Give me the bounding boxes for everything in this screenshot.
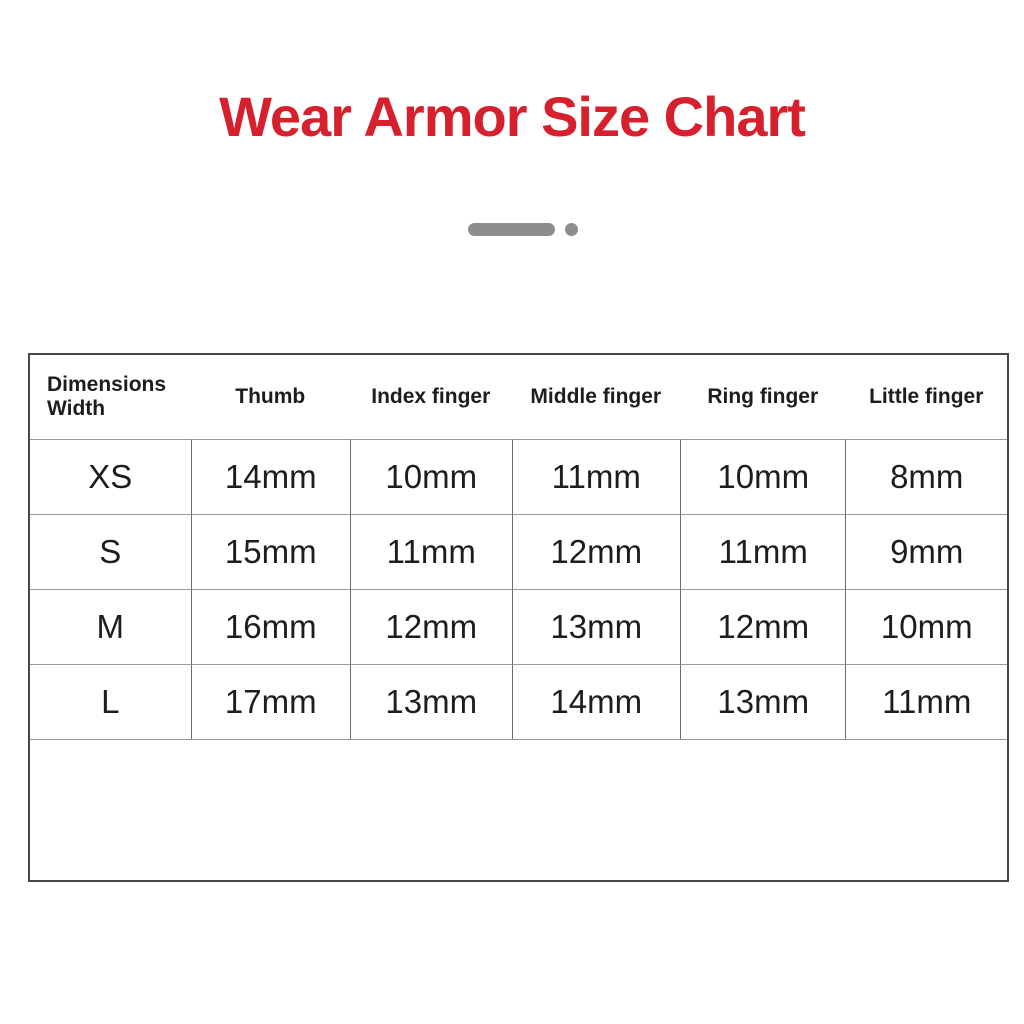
table-empty-footer	[30, 739, 1007, 880]
cell-xs-thumb: 14mm	[190, 439, 351, 514]
header-middle-finger: Middle finger	[530, 384, 662, 408]
cell-s-ring: 11mm	[680, 514, 846, 589]
cell-l-index: 13mm	[350, 664, 512, 739]
header-dimensions-width: Dimensions Width	[30, 355, 191, 439]
cell-m-thumb: 16mm	[190, 589, 351, 664]
cell-s-little: 9mm	[845, 514, 1007, 589]
header-thumb: Thumb	[235, 384, 306, 408]
header-ring-finger: Ring finger	[707, 384, 819, 408]
size-label-xs: XS	[30, 439, 191, 514]
cell-l-little: 11mm	[845, 664, 1007, 739]
cell-xs-index: 10mm	[350, 439, 512, 514]
cell-m-little: 10mm	[845, 589, 1007, 664]
cell-xs-ring: 10mm	[680, 439, 846, 514]
size-chart-table: Dimensions Width Thumb Index finger Midd…	[28, 353, 1009, 882]
cell-m-index: 12mm	[350, 589, 512, 664]
cell-s-index: 11mm	[350, 514, 512, 589]
cell-xs-middle: 11mm	[511, 439, 680, 514]
cell-m-middle: 13mm	[511, 589, 680, 664]
title-divider	[468, 223, 578, 236]
page-title: Wear Armor Size Chart	[219, 85, 806, 148]
cell-s-middle: 12mm	[511, 514, 680, 589]
cell-s-thumb: 15mm	[190, 514, 351, 589]
header-index-finger: Index finger	[371, 384, 491, 408]
size-label-s: S	[30, 514, 191, 589]
cell-l-middle: 14mm	[511, 664, 680, 739]
divider-pill	[468, 223, 555, 236]
divider-dot-icon	[565, 223, 578, 236]
cell-xs-little: 8mm	[845, 439, 1007, 514]
size-label-m: M	[30, 589, 191, 664]
header-dimensions-line2: Width	[47, 397, 106, 420]
header-little-finger: Little finger	[869, 384, 984, 408]
cell-l-ring: 13mm	[680, 664, 846, 739]
cell-l-thumb: 17mm	[190, 664, 351, 739]
cell-m-ring: 12mm	[680, 589, 846, 664]
size-label-l: L	[30, 664, 191, 739]
header-dimensions-line1: Dimensions	[47, 372, 167, 396]
